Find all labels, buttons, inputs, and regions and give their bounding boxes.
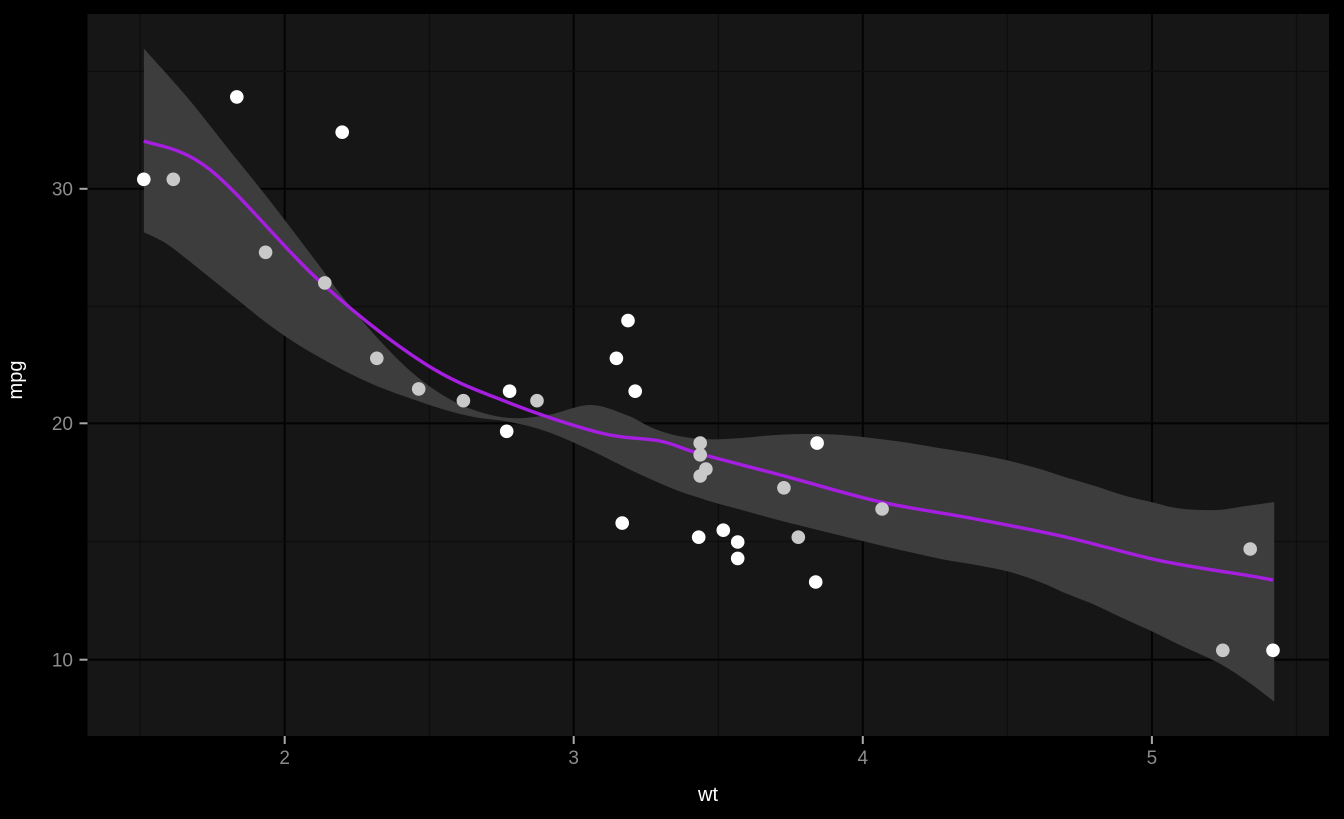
- svg-text:4: 4: [858, 748, 869, 769]
- svg-text:mpg: mpg: [5, 361, 27, 400]
- svg-text:10: 10: [52, 650, 73, 671]
- svg-text:wt: wt: [697, 784, 718, 806]
- svg-text:3: 3: [568, 748, 579, 769]
- svg-text:20: 20: [52, 414, 73, 435]
- svg-text:5: 5: [1147, 748, 1158, 769]
- svg-text:2: 2: [279, 748, 290, 769]
- svg-text:30: 30: [52, 180, 73, 201]
